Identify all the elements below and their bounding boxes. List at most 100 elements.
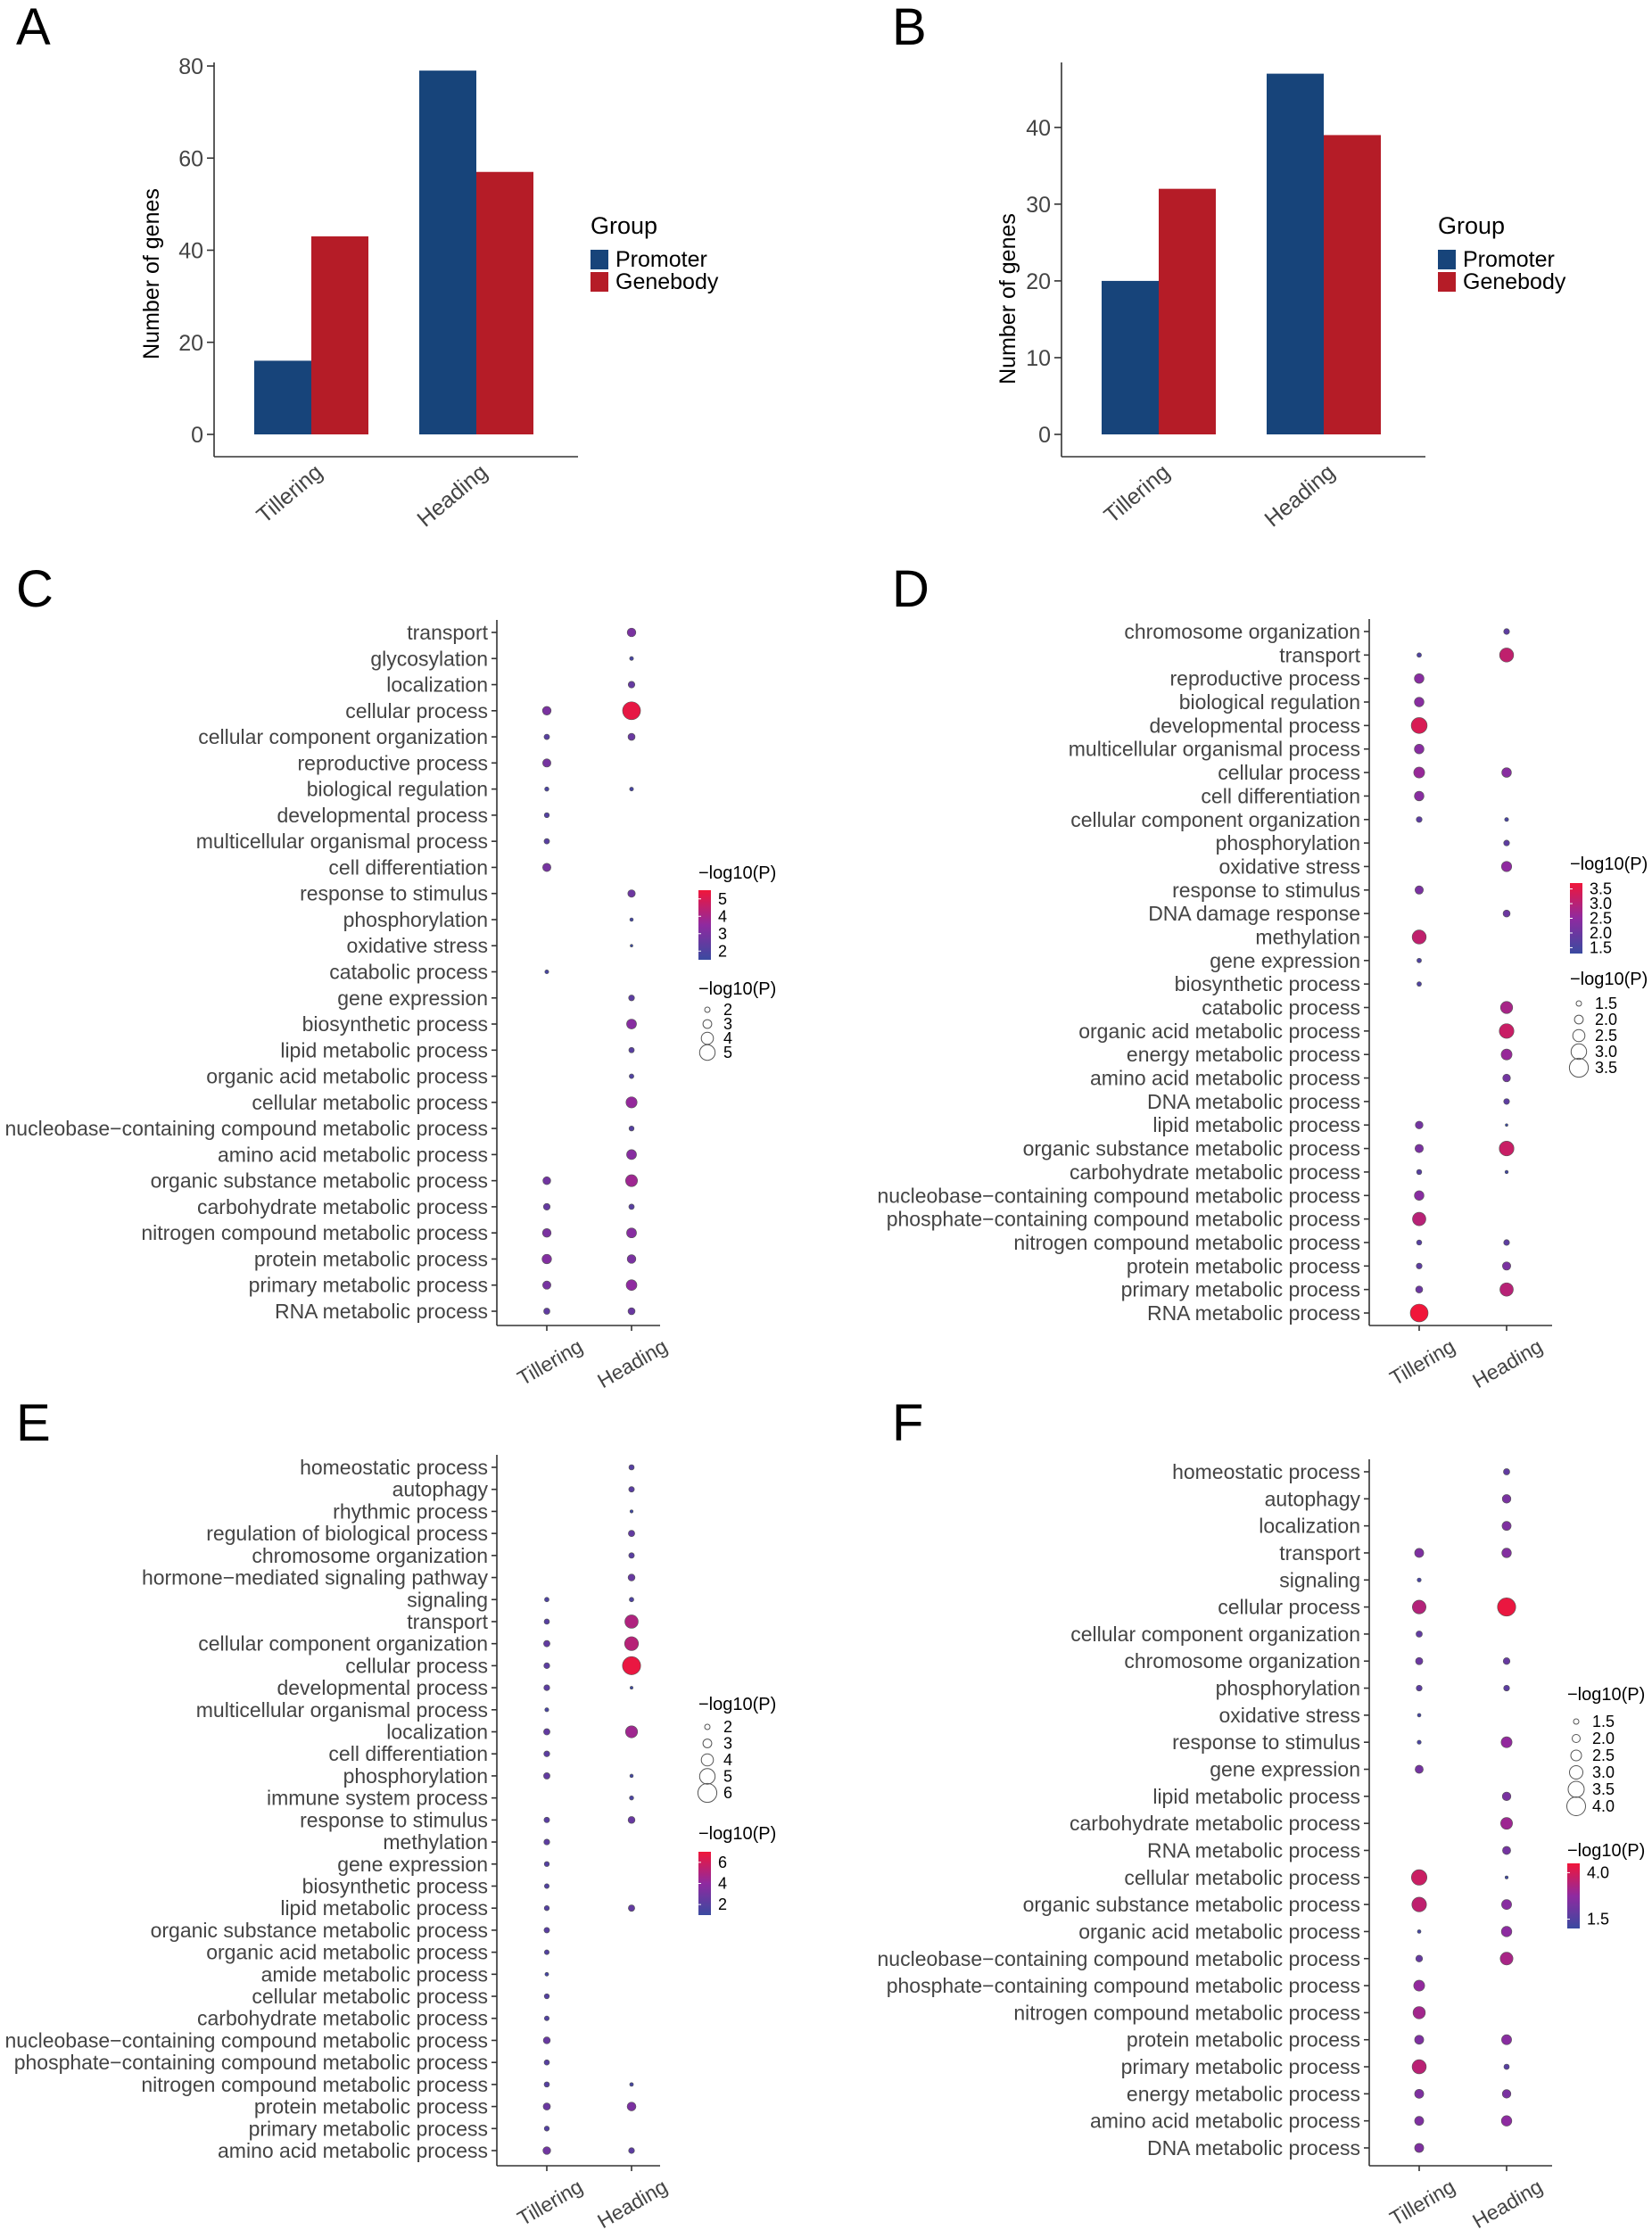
dot-tillering — [543, 1861, 550, 1867]
y-tick-label: response to stimulus — [1172, 879, 1360, 902]
dot-heading — [630, 944, 633, 948]
y-tick-label: signaling — [1279, 1568, 1360, 1591]
size-legend-circle — [1566, 1796, 1586, 1816]
y-tick-label: phosphate−containing compound metabolic … — [887, 1208, 1360, 1231]
legend-title: Group — [1438, 212, 1505, 239]
dot-heading — [625, 1096, 638, 1109]
dot-heading — [1500, 1817, 1513, 1830]
legend-swatch-genebody — [1438, 272, 1456, 292]
size-legend-label: 3.0 — [1595, 1043, 1617, 1061]
y-tick-label: DNA metabolic process — [1147, 1090, 1360, 1113]
y-tick-label: carbohydrate metabolic process — [197, 2007, 488, 2030]
dot-heading — [626, 1019, 637, 1029]
size-legend-label: 4 — [723, 1751, 732, 1769]
y-tick-label: 0 — [191, 423, 203, 448]
panel-letter: D — [892, 560, 929, 618]
dot-tillering — [1415, 1656, 1424, 1665]
dot-tillering — [543, 733, 550, 740]
y-tick-label: RNA metabolic process — [1147, 1301, 1360, 1325]
size-legend-label: 4 — [723, 1029, 732, 1047]
y-tick-label: autophagy — [1265, 1487, 1361, 1510]
dot-heading — [1501, 1494, 1512, 1504]
y-tick-label: organic acid metabolic process — [206, 1065, 488, 1088]
dot-heading — [629, 2082, 634, 2087]
y-tick-label: 40 — [178, 239, 203, 264]
y-tick-label: primary metabolic process — [1121, 2055, 1360, 2078]
bar-genebody-tillering — [311, 236, 368, 434]
dot-tillering — [1414, 1190, 1425, 1201]
dot-heading — [629, 1773, 634, 1779]
y-tick-label: immune system process — [267, 1787, 488, 1810]
dot-heading — [1501, 1548, 1512, 1558]
color-legend-bar — [1570, 883, 1582, 954]
size-legend-label: 3 — [723, 1735, 732, 1753]
dot-tillering — [1417, 1929, 1422, 1934]
panel-letter: E — [16, 1394, 51, 1452]
dot-tillering — [543, 1949, 549, 1955]
dot-heading — [1500, 861, 1513, 872]
y-tick-label: transport — [1279, 1541, 1360, 1565]
legend-label-genebody: Genebody — [1463, 269, 1566, 294]
dot-tillering — [543, 2015, 549, 2021]
size-legend-circle — [702, 1738, 713, 1748]
dot-tillering — [544, 1707, 549, 1713]
y-tick-label: response to stimulus — [300, 1808, 488, 1831]
y-tick-label: regulation of biological process — [206, 1522, 488, 1545]
y-tick-label: signaling — [407, 1588, 488, 1611]
x-tick-label: Tillering — [1100, 459, 1175, 528]
y-tick-label: catabolic process — [329, 961, 488, 984]
dot-heading — [1503, 1098, 1510, 1105]
bar-chart-a: A 0 20 40 60 80 Tillering Heading Number of gene… — [16, 0, 719, 532]
y-tick-label: glycosylation — [370, 647, 488, 670]
y-tick-label: cellular component organization — [198, 725, 488, 748]
dot-tillering — [1416, 1262, 1423, 1269]
y-tick-label: amino acid metabolic process — [1090, 1067, 1360, 1090]
y-tick-label: biological regulation — [1179, 690, 1360, 714]
size-legend-circle — [1570, 1043, 1588, 1061]
y-tick-label: lipid metabolic process — [280, 1038, 488, 1061]
y-tick-label: chromosome organization — [1124, 620, 1360, 643]
dot-tillering — [1415, 1954, 1424, 1962]
y-tick-label: phosphate−containing compound metabolic … — [14, 2051, 488, 2074]
x-tick-label: Tillering — [1386, 2175, 1459, 2230]
dot-tillering — [1417, 1739, 1422, 1745]
dot-heading — [624, 1725, 639, 1738]
y-tick-label: 40 — [1026, 116, 1051, 141]
dot-tillering — [543, 1816, 550, 1823]
dot-tillering — [1414, 697, 1425, 707]
y-tick-label: lipid metabolic process — [280, 1896, 488, 1920]
color-legend-label: 1.5 — [1590, 938, 1612, 956]
dot-heading — [1504, 1169, 1509, 1175]
y-tick-label: amino acid metabolic process — [1090, 2110, 1360, 2133]
color-legend-title: −log10(P) — [1567, 1841, 1645, 1861]
y-tick-label: organic substance metabolic process — [151, 1919, 488, 1942]
y-tick-label: gene expression — [1210, 1758, 1360, 1781]
dot-tillering — [542, 1202, 551, 1210]
size-legend-circle — [700, 1031, 714, 1045]
y-tick-label: primary metabolic process — [249, 2117, 488, 2140]
dot-heading — [629, 1073, 634, 1079]
dot-heading — [1500, 2115, 1513, 2127]
dot-tillering — [1415, 885, 1424, 895]
y-tick-label: cell differentiation — [1201, 784, 1360, 807]
y-tick-label: rhythmic process — [333, 1499, 488, 1523]
legend-swatch-promoter — [1438, 250, 1456, 269]
y-tick-label: methylation — [1255, 925, 1360, 948]
dot-tillering — [1416, 816, 1423, 823]
y-tick-label: organic substance metabolic process — [1023, 1893, 1360, 1916]
dot-heading — [1503, 2063, 1510, 2070]
size-legend-circle — [698, 1768, 716, 1785]
dot-heading — [1500, 1926, 1513, 1937]
y-tick-label: developmental process — [277, 1676, 488, 1699]
dot-heading — [627, 1816, 636, 1824]
dot-tillering — [1414, 744, 1425, 755]
y-tick-label: amide metabolic process — [261, 1962, 488, 1986]
dot-heading — [1502, 1657, 1511, 1665]
dot-heading — [629, 1795, 634, 1801]
dot-tillering — [544, 970, 549, 974]
size-legend-label: 3.5 — [1592, 1780, 1615, 1798]
dot-tillering — [544, 786, 549, 792]
y-tick-label: DNA metabolic process — [1147, 2136, 1360, 2160]
